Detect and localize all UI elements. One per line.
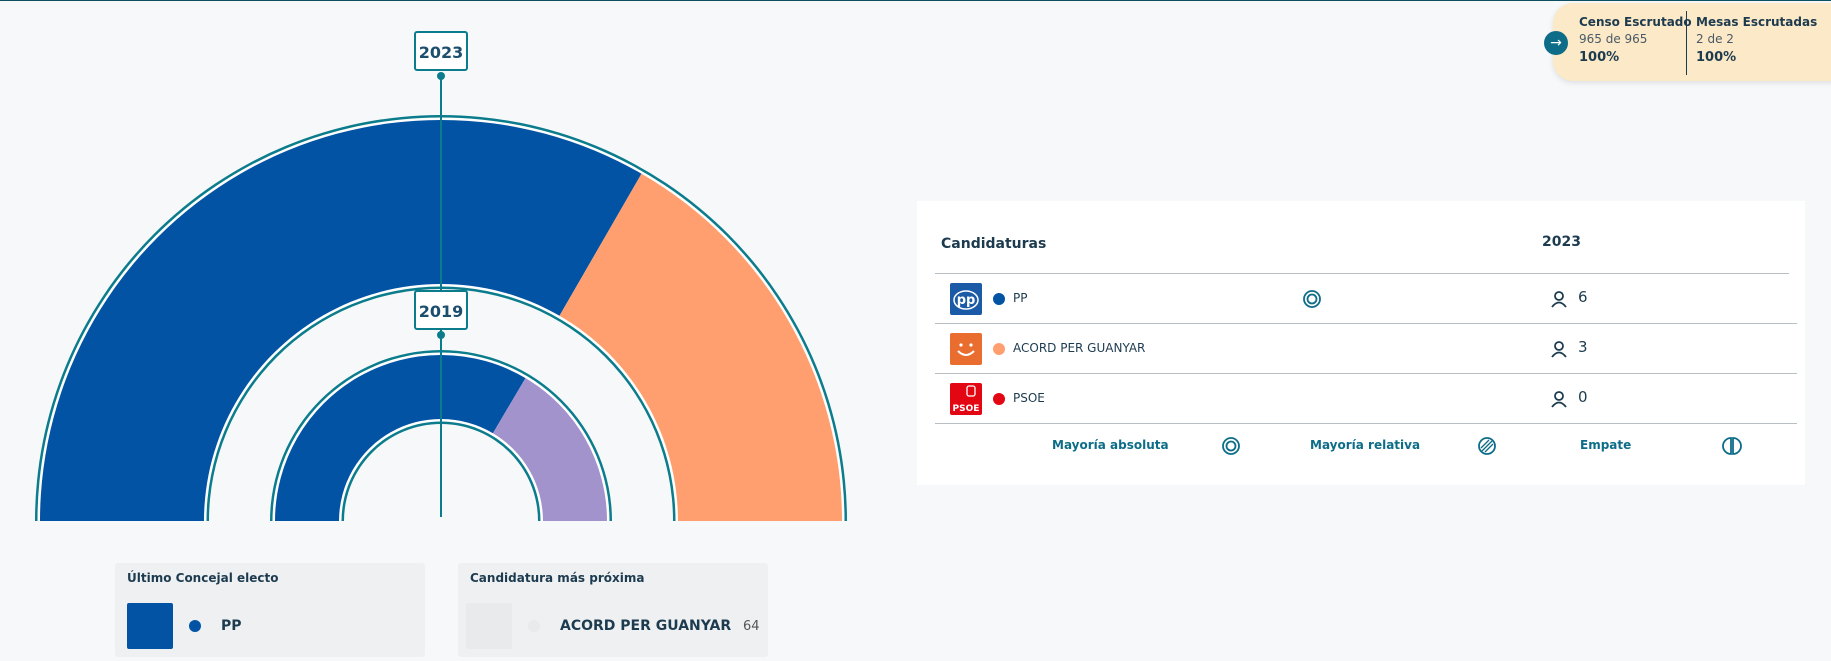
absolute-majority-icon <box>1222 437 1240 455</box>
next-candidate-label: Candidatura más próxima <box>470 571 645 585</box>
last-elected-party: PP <box>221 618 242 634</box>
next-candidate-logo <box>466 603 512 649</box>
census-title: Censo Escrutado <box>1579 15 1692 29</box>
user-icon <box>1551 291 1567 308</box>
row-divider <box>935 423 1797 424</box>
inner-hemicycle-2019 <box>270 350 612 521</box>
last-elected-logo <box>127 603 173 649</box>
party-color-dot <box>993 343 1005 355</box>
scrutiny-panel: → Censo Escrutado 965 de 965 100% Mesas … <box>1544 3 1831 81</box>
next-candidate-party: ACORD PER GUANYAR <box>560 618 732 634</box>
svg-text:pp: pp <box>957 293 976 308</box>
party-color-dot <box>993 293 1005 305</box>
seat-count: 6 <box>1578 288 1588 306</box>
hemicycle-chart <box>35 72 847 522</box>
outer-ring-segment-1 <box>559 173 842 521</box>
outer-hemicycle-2023 <box>35 115 847 522</box>
acord-logo <box>950 333 982 365</box>
party-color-dot <box>993 393 1005 405</box>
legend-absolute-majority: Mayoría absoluta <box>1052 438 1169 452</box>
absolute-majority-icon <box>1303 290 1321 308</box>
tables-title: Mesas Escrutadas <box>1696 15 1818 29</box>
census-detail: 965 de 965 <box>1579 32 1648 46</box>
outer-year-marker <box>437 72 445 80</box>
inner-ring-segment-1 <box>492 378 607 521</box>
seat-count: 3 <box>1578 338 1588 356</box>
last-elected-box: Último Concejal electo PP <box>115 563 425 657</box>
tie-icon <box>1722 437 1742 455</box>
header-year: 2023 <box>1542 234 1581 250</box>
svg-text:PSOE: PSOE <box>953 404 980 414</box>
party-color-dot <box>528 620 540 632</box>
census-block: Censo Escrutado 965 de 965 100% <box>1579 15 1692 65</box>
row-divider <box>935 373 1797 374</box>
inner-year-marker <box>437 331 445 339</box>
pp-logo: pp <box>950 283 982 315</box>
tables-detail: 2 de 2 <box>1696 32 1734 46</box>
year-tag-2023: 2023 <box>414 31 468 71</box>
party-color-dot <box>189 620 201 632</box>
relative-majority-icon <box>1478 437 1496 455</box>
header-candidates: Candidaturas <box>941 236 1047 252</box>
candidates-card: Candidaturas 2023 pp PP 6 ACORD PER GUAN… <box>917 201 1805 485</box>
next-candidate-votes: 64 <box>743 619 760 634</box>
next-candidate-box: Candidatura más próxima ACORD PER GUANYA… <box>458 563 768 657</box>
user-icon <box>1551 391 1567 408</box>
last-elected-label: Último Concejal electo <box>127 571 279 585</box>
inner-ring-segment-0 <box>275 355 526 521</box>
legend-tie: Empate <box>1580 438 1632 452</box>
row-divider <box>935 323 1797 324</box>
seat-count: 0 <box>1578 388 1588 406</box>
tables-block: Mesas Escrutadas 2 de 2 100% <box>1696 15 1817 65</box>
header-divider <box>935 273 1789 274</box>
outer-ring-segment-0 <box>40 120 642 522</box>
psoe-logo: PSOE <box>950 383 982 415</box>
user-icon <box>1551 341 1567 358</box>
arrow-right-icon[interactable]: → <box>1544 31 1568 55</box>
scrutiny-divider <box>1686 11 1687 75</box>
tables-percent: 100% <box>1696 50 1737 65</box>
year-tag-2019: 2019 <box>414 290 468 330</box>
party-name: PSOE <box>1013 391 1045 405</box>
census-percent: 100% <box>1579 50 1620 65</box>
legend-relative-majority: Mayoría relativa <box>1310 438 1421 452</box>
party-name: PP <box>1013 291 1028 305</box>
party-name: ACORD PER GUANYAR <box>1013 341 1146 355</box>
